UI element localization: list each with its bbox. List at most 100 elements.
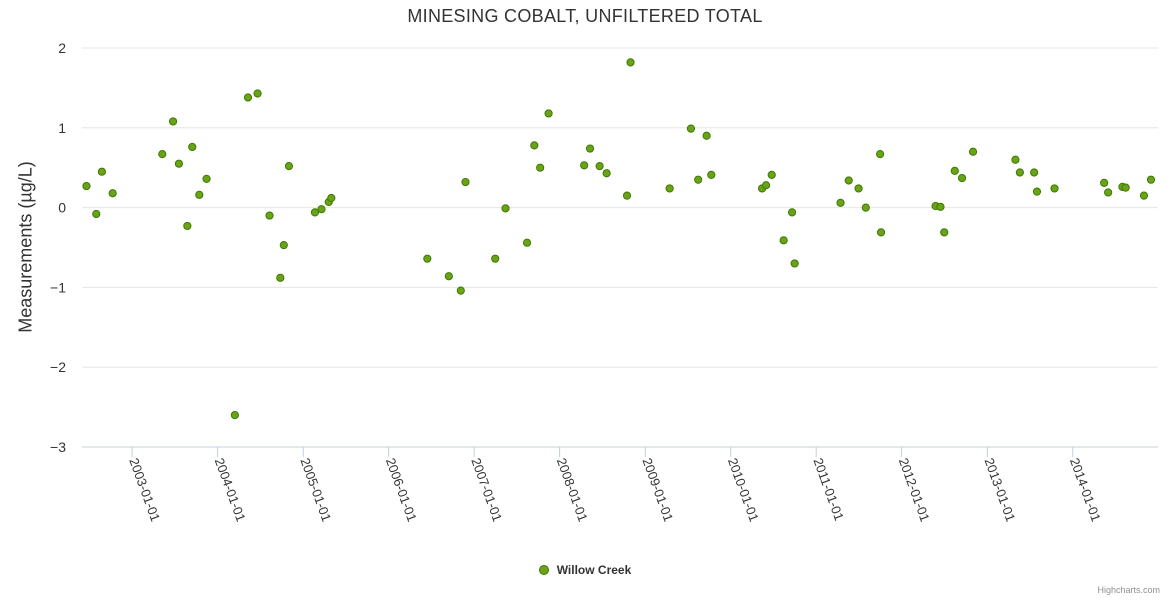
data-point[interactable]	[284, 162, 294, 171]
legend-item-willow-creek[interactable]: Willow Creek	[538, 563, 632, 577]
data-point[interactable]	[92, 209, 101, 219]
data-point[interactable]	[501, 204, 510, 213]
data-point[interactable]	[787, 208, 797, 217]
data-point[interactable]	[276, 273, 285, 282]
data-point[interactable]	[168, 117, 178, 126]
y-tick-label: 1	[58, 120, 66, 136]
x-tick-label: 2007-01-01	[468, 456, 505, 524]
data-point[interactable]	[97, 167, 106, 176]
data-point[interactable]	[790, 259, 799, 268]
data-point[interactable]	[279, 241, 288, 250]
data-point[interactable]	[622, 191, 632, 200]
data-point[interactable]	[1030, 168, 1039, 177]
data-point[interactable]	[195, 190, 204, 199]
credits-link[interactable]: Highcharts.com	[1097, 585, 1160, 595]
x-tick-label: 2008-01-01	[554, 456, 591, 524]
data-point[interactable]	[188, 142, 197, 152]
x-tick-label: 2014-01-01	[1067, 456, 1104, 524]
legend-marker-icon	[538, 565, 549, 575]
data-point[interactable]	[456, 286, 465, 295]
data-point[interactable]	[836, 198, 845, 207]
y-tick-label: −1	[50, 279, 66, 295]
data-point[interactable]	[310, 208, 320, 217]
data-point[interactable]	[265, 211, 274, 220]
x-tick-label: 2009-01-01	[639, 456, 676, 524]
data-point[interactable]	[491, 254, 500, 263]
data-point[interactable]	[423, 254, 432, 263]
data-point[interactable]	[665, 184, 674, 193]
data-point[interactable]	[202, 174, 211, 183]
chart-title: MINESING COBALT, UNFILTERED TOTAL	[407, 6, 763, 26]
data-point[interactable]	[626, 58, 635, 67]
legend-label: Willow Creek	[556, 563, 632, 577]
data-point[interactable]	[968, 147, 978, 156]
x-tick-label: 2011-01-01	[810, 456, 847, 523]
data-point[interactable]	[183, 221, 192, 231]
data-point[interactable]	[1104, 188, 1113, 197]
y-tick-label: −3	[50, 439, 66, 455]
data-point[interactable]	[522, 238, 532, 247]
data-point[interactable]	[1100, 178, 1109, 187]
data-point[interactable]	[230, 410, 239, 420]
x-axis	[82, 446, 1158, 457]
data-point[interactable]	[1121, 183, 1130, 192]
data-point[interactable]	[1139, 191, 1149, 200]
x-tick-label: 2006-01-01	[383, 456, 420, 524]
data-point[interactable]	[595, 162, 604, 171]
data-point[interactable]	[940, 228, 949, 237]
data-point[interactable]	[876, 150, 885, 159]
series-willow-creek[interactable]	[82, 58, 1156, 420]
data-point[interactable]	[761, 181, 771, 190]
data-point[interactable]	[530, 141, 539, 150]
data-point[interactable]	[580, 161, 589, 170]
data-point[interactable]	[950, 166, 959, 175]
data-point[interactable]	[936, 202, 945, 211]
data-point[interactable]	[544, 109, 553, 118]
x-tick-label: 2003-01-01	[126, 456, 163, 524]
data-point[interactable]	[536, 163, 545, 172]
data-point[interactable]	[779, 236, 788, 245]
x-tick-label: 2004-01-01	[212, 456, 249, 524]
data-point[interactable]	[243, 93, 253, 102]
data-point[interactable]	[1015, 168, 1024, 177]
data-point[interactable]	[1032, 187, 1042, 196]
y-tick-label: −2	[50, 359, 66, 375]
data-point[interactable]	[174, 159, 184, 168]
data-point[interactable]	[686, 124, 696, 133]
data-point[interactable]	[461, 177, 470, 187]
x-tick-label: 2005-01-01	[297, 456, 334, 524]
data-point[interactable]	[1146, 175, 1156, 184]
grid-lines	[82, 47, 1158, 448]
data-point[interactable]	[854, 184, 863, 193]
data-point[interactable]	[844, 176, 853, 185]
data-point[interactable]	[158, 150, 167, 159]
data-point[interactable]	[317, 205, 326, 214]
y-tick-label: 0	[58, 200, 66, 216]
data-point[interactable]	[707, 170, 716, 179]
data-point[interactable]	[602, 169, 611, 178]
data-point[interactable]	[253, 89, 262, 98]
data-point[interactable]	[1011, 155, 1020, 164]
data-point[interactable]	[327, 193, 336, 203]
data-point[interactable]	[444, 272, 453, 281]
data-point[interactable]	[82, 181, 91, 191]
data-point[interactable]	[876, 228, 886, 237]
data-point[interactable]	[585, 144, 595, 153]
data-point[interactable]	[861, 203, 870, 212]
data-point[interactable]	[108, 189, 117, 198]
data-point[interactable]	[767, 170, 776, 179]
x-tick-label: 2012-01-01	[896, 456, 933, 524]
x-tick-label: 2013-01-01	[982, 456, 1019, 524]
x-tick-label: 2010-01-01	[725, 456, 762, 524]
legend: Willow Creek	[0, 563, 1170, 577]
data-point[interactable]	[702, 131, 711, 140]
y-axis: 2 1 0 −1 −2 −3	[50, 40, 66, 455]
y-tick-label: 2	[58, 40, 66, 56]
data-point[interactable]	[1050, 184, 1059, 193]
data-point[interactable]	[957, 173, 967, 183]
y-axis-title: Measurements (µg/L)	[15, 161, 36, 333]
data-point[interactable]	[694, 175, 703, 184]
x-axis-labels: 2003-01-01 2004-01-01 2005-01-01 2006-01-01…	[126, 456, 1104, 524]
